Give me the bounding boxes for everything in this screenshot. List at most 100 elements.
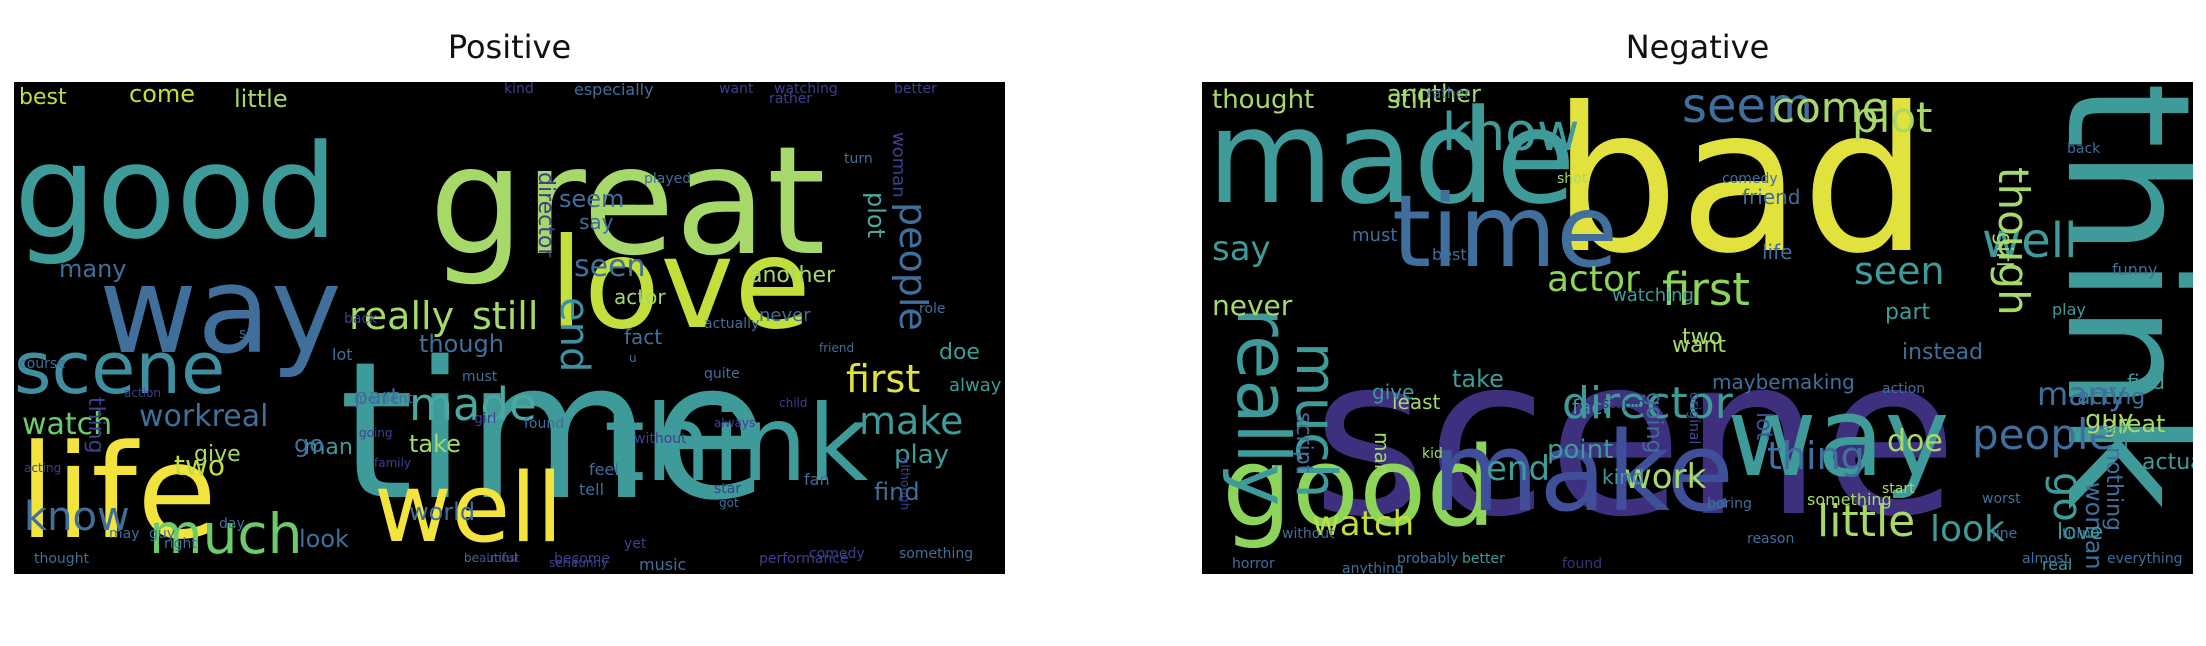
word-tell: tell <box>579 480 605 499</box>
word-take: take <box>409 430 461 458</box>
word-must: must <box>1352 225 1398 246</box>
word-life: life <box>19 416 217 568</box>
word-end: end <box>551 297 597 373</box>
word-scene: scene <box>14 326 226 410</box>
word-rather: rather <box>1427 86 1471 102</box>
word-go: go <box>294 430 324 458</box>
word-think: think <box>604 383 869 505</box>
word-seen: seen <box>1854 249 1945 293</box>
word-director: director <box>1562 378 1733 429</box>
word-make: make <box>1432 408 1735 536</box>
word-got: got <box>719 496 739 510</box>
word-alway: alway <box>949 375 1002 396</box>
word-another: another <box>749 263 836 288</box>
word-find: find <box>2127 370 2165 394</box>
word-actually: actually <box>704 316 760 332</box>
word-reason: reason <box>1747 531 1795 547</box>
word-good: good <box>14 116 339 268</box>
word-rather: rather <box>769 91 813 107</box>
word-line: line <box>1992 526 2018 542</box>
word-look: look <box>1930 509 2005 550</box>
word-watching: watching <box>1612 285 1694 306</box>
word-action: action <box>1882 381 1926 397</box>
word-little: little <box>1817 496 1916 547</box>
word-say: say <box>1212 229 1271 269</box>
word-script: script <box>1291 412 1316 474</box>
word-plot: plot <box>1852 93 1933 142</box>
word-life: life <box>1762 240 1793 264</box>
word-especially: especially <box>574 82 654 99</box>
word-serie: serie <box>549 556 579 570</box>
word-although: although <box>898 457 912 511</box>
word-family: family <box>374 456 412 470</box>
word-play: play <box>894 440 950 470</box>
word-part: part <box>354 385 400 410</box>
word-fan: fan <box>804 470 830 489</box>
word-two: two <box>174 449 226 482</box>
word-acting: acting <box>24 461 62 475</box>
word-everything: everything <box>2107 551 2183 567</box>
word-two: two <box>1682 325 1723 350</box>
word-well: well <box>1982 213 2078 269</box>
word-set: set <box>239 326 261 342</box>
word-made: made <box>409 378 537 431</box>
word-made: made <box>1207 82 1576 233</box>
word-anything: anything <box>1342 561 1404 574</box>
word-star: star <box>714 481 742 497</box>
word-become: become <box>554 551 611 567</box>
word-set: set <box>2102 420 2127 439</box>
word-nothing: nothing <box>2101 447 2126 531</box>
word-worst: worst <box>1982 491 2021 507</box>
word-take: take <box>1452 365 1504 393</box>
word-almost: almost <box>2022 551 2070 567</box>
word-funny: funny <box>2112 260 2158 279</box>
word-know: know <box>24 494 130 540</box>
word-almost: almost <box>479 551 520 565</box>
word-guy: guy <box>2085 405 2134 435</box>
word-turn: turn <box>2062 526 2091 542</box>
word-without: without <box>634 431 687 447</box>
word-find: find <box>874 478 920 506</box>
word-actor: actor <box>1547 259 1640 300</box>
word-must: must <box>462 369 498 385</box>
word-beautiful: beautiful <box>464 551 518 565</box>
word-love: love <box>549 212 812 357</box>
word-actor: actor <box>614 285 666 309</box>
word-lot: lot <box>1751 412 1776 441</box>
word-watch: watch <box>22 407 113 442</box>
word-u: u <box>2117 435 2129 456</box>
word-plot: plot <box>862 192 890 238</box>
word-best: best <box>19 85 67 110</box>
word-director: director <box>533 172 558 258</box>
word-seem: seem <box>559 185 625 213</box>
word-still: still <box>1387 85 1433 115</box>
word-love: love <box>2057 520 2104 545</box>
word-work: work <box>1624 457 1707 497</box>
word-course: course <box>19 356 66 372</box>
word-come: come <box>1772 83 1888 132</box>
word-funny: funny <box>574 556 609 570</box>
word-play: play <box>2052 300 2086 319</box>
word-watch: watch <box>1312 504 1415 544</box>
word-man: man <box>304 435 353 460</box>
word-actually: actually <box>2142 450 2193 475</box>
word-maybemaking: maybemaking <box>1712 370 1855 394</box>
word-fact: fact <box>1572 395 1611 419</box>
word-better: better <box>1462 551 1505 567</box>
word-day: day <box>219 516 245 532</box>
word-really: really <box>349 294 455 338</box>
word-friend: friend <box>1742 185 1801 209</box>
word-original: original <box>1686 392 1702 445</box>
word-great: great <box>429 115 826 289</box>
word-played: played <box>644 171 692 187</box>
word-way: way <box>1727 373 1950 501</box>
word-kind: kind <box>1602 465 1645 489</box>
word-doe: doe <box>939 340 980 365</box>
word-thing: thing <box>83 397 108 454</box>
word-thought: thought <box>1212 85 1315 115</box>
word-quite: quite <box>704 366 740 382</box>
word-another: another <box>1387 82 1481 108</box>
word-end: end <box>1486 449 1551 489</box>
word-action: action <box>124 386 161 400</box>
word-doe: doe <box>1887 424 1943 459</box>
